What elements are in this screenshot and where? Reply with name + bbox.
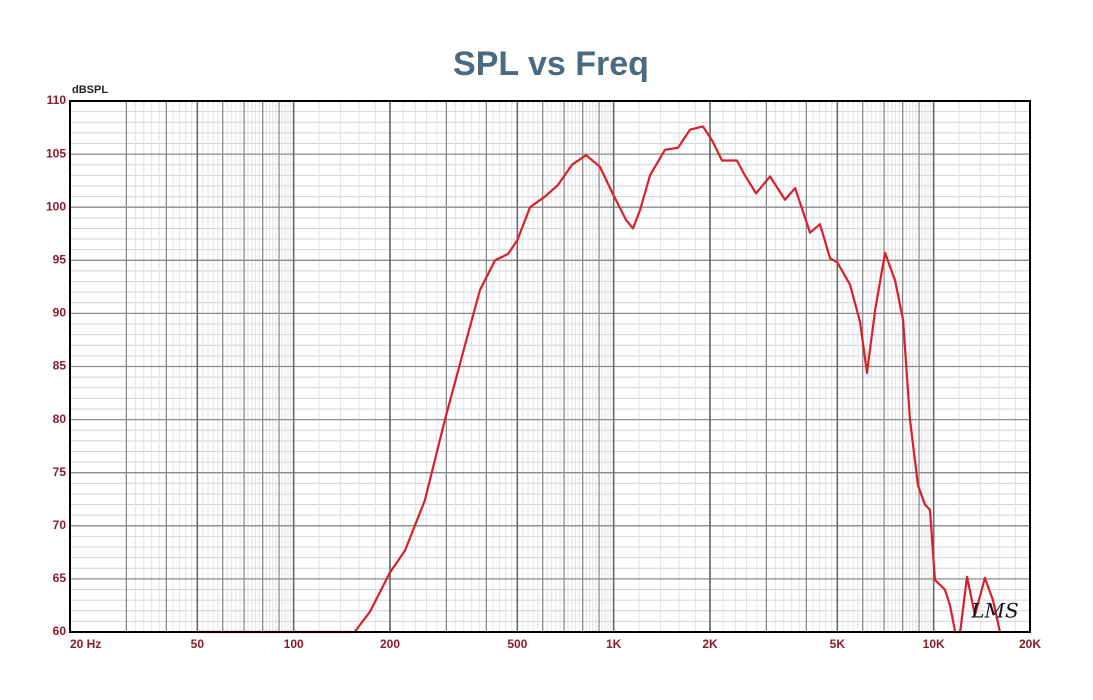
y-tick-label: 85 xyxy=(53,359,67,373)
grid xyxy=(69,100,1031,633)
x-tick-label: 20 Hz xyxy=(70,637,101,651)
chart-title: SPL vs Freq xyxy=(453,45,649,83)
line xyxy=(197,125,1002,634)
y-tick-label: 105 xyxy=(46,146,66,160)
x-tick-label: 500 xyxy=(507,637,527,651)
plot xyxy=(197,125,1002,634)
y-tick-label: 70 xyxy=(53,518,67,532)
x-tick-label: 1K xyxy=(606,637,622,651)
x-tick-label: 100 xyxy=(284,637,304,651)
x-tick-label: 2K xyxy=(702,637,718,651)
plot-border xyxy=(69,100,1031,633)
y-tick-label: 90 xyxy=(53,306,67,320)
y-tick-label: 65 xyxy=(53,571,67,585)
y-tick-label: 95 xyxy=(53,252,67,266)
y-tick-label: 60 xyxy=(53,624,67,638)
x-tick-label: 200 xyxy=(380,637,400,651)
y-tick-label: 80 xyxy=(53,412,67,426)
y-tick-label: 110 xyxy=(47,93,67,107)
x-tick-label: 20K xyxy=(1019,637,1041,651)
x-tick-label: 5K xyxy=(830,637,846,651)
y-tick-label: 100 xyxy=(46,199,66,213)
annotation: LMS xyxy=(970,599,1018,623)
x-tick-label: 50 xyxy=(191,637,205,651)
x-tick-label: 10K xyxy=(923,637,945,651)
y-axis-label: dBSPL xyxy=(72,84,108,96)
y-tick-label: 75 xyxy=(53,465,67,479)
